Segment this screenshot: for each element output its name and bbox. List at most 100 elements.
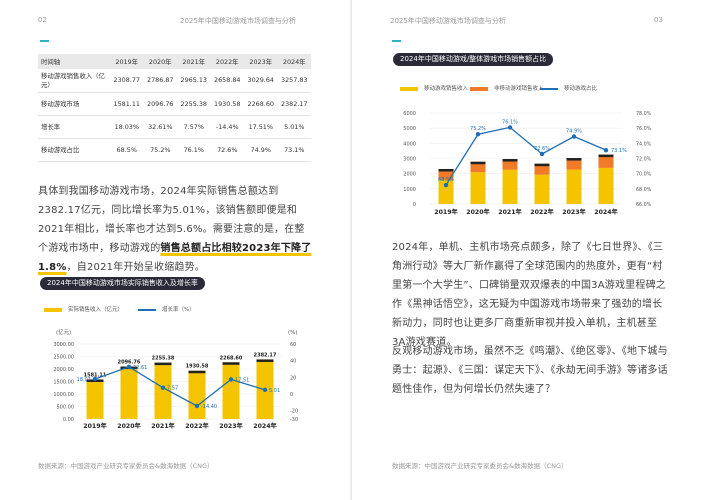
x-tick-label: 2020年 [117, 422, 141, 430]
bar [120, 366, 138, 419]
bar-cap [566, 158, 582, 161]
left-page: 02 2025年中国移动游戏市场调查与分析 时间轴 2019年 2020年 20… [38, 16, 314, 470]
right-page: 2025年中国移动游戏市场调查与分析 03 2024年中国移动游戏/整体游戏市场… [352, 0, 704, 500]
table-cell: 3257.83 [277, 69, 311, 93]
table-cell: 移动游戏销售收入（亿元） [38, 69, 110, 93]
bar-cap [222, 362, 240, 365]
table-cell: -14.4% [210, 115, 244, 139]
table-cell: 18.03% [110, 115, 144, 139]
legend-non-mobile: 非移动游戏销售收入 [470, 84, 544, 92]
paragraph-text: 具体到我国移动游戏市场，2024年实际销售总额达到2382.17亿元，同比增长率… [38, 186, 305, 254]
x-tick-label: 2019年 [434, 208, 458, 216]
chart-title-pill: 2024年中国移动游戏/整体游戏市场销售额占比 [393, 53, 554, 66]
table-cell: 2096.76 [143, 92, 177, 116]
table-cell: 移动游戏占比 [38, 138, 110, 162]
bar [154, 362, 172, 419]
share-line [445, 126, 607, 186]
table-row: 增长率 18.03% 32.61% 7.57% -14.4% 17.51% 5.… [38, 115, 311, 139]
growth-point [194, 403, 200, 409]
bar-non-mobile [470, 161, 486, 173]
growth-value-label: 5.01 [269, 388, 280, 394]
bar-non-mobile [598, 154, 614, 168]
bar-cap [154, 362, 172, 366]
bar-value-label: 2255.38 [152, 356, 175, 362]
growth-point [262, 387, 268, 393]
y-axis-unit: (亿元) [56, 328, 71, 336]
y2-axis-unit: (%) [288, 330, 298, 336]
y-tick-label: 0.00 [63, 417, 74, 423]
y2-tick-label: -20 [290, 409, 298, 415]
table-cell: 移动游戏市场 [38, 92, 110, 116]
bar-value-label: 1930.58 [186, 364, 209, 370]
table-header: 时间轴 [38, 54, 110, 69]
y2-tick-label: 40 [290, 359, 296, 365]
legend-share: 移动游戏占比 [540, 84, 597, 92]
bar-mobile [534, 174, 550, 204]
share-value-label: 68.5% [438, 177, 454, 183]
x-tick-label: 2024年 [253, 422, 277, 430]
growth-value-label: 7.57 [167, 386, 178, 392]
bar [188, 370, 206, 419]
bar-mobile [470, 172, 486, 204]
y-tick-label: 3000 [403, 157, 416, 163]
table-cell: 2268.60 [244, 92, 278, 116]
legend-swatch [470, 86, 488, 91]
market-share-chart: 0 1000 2000 3000 4000 5000 6000 78.0% 76.0% 74.0%… [403, 111, 652, 216]
legend-label: 增长率（%） [162, 307, 195, 313]
legend-label: 移动游戏占比 [564, 86, 598, 92]
y-tick-label: 2500.00 [53, 355, 74, 361]
table-cell: 2786.87 [143, 69, 177, 93]
bar-value-label: 2268.60 [220, 355, 243, 361]
y-tick-label: 3000.00 [53, 342, 74, 348]
bar-cap [598, 154, 614, 158]
y2-tick-label: 60 [290, 342, 296, 348]
bar-mobile [566, 169, 582, 204]
y2-tick-label: 66.0% [636, 202, 652, 208]
data-table: 时间轴 2019年 2020年 2021年 2022年 2023年 2024年 … [38, 54, 311, 162]
table-row: 移动游戏销售收入（亿元） 2308.77 2786.87 2965.13 265… [38, 69, 311, 93]
bar-non-mobile [438, 168, 454, 181]
x-tick-label: 2021年 [498, 208, 522, 216]
bar-mobile [438, 180, 454, 204]
body-paragraph: 具体到我国移动游戏市场，2024年实际销售总额达到2382.17亿元，同比增长率… [38, 182, 314, 277]
bar-non-mobile [534, 163, 550, 175]
growth-value-label: 18.03 [77, 377, 91, 383]
bar-mobile [598, 167, 614, 204]
legend-line: 增长率（%） [138, 305, 195, 313]
bar-mobile [502, 169, 518, 204]
bar-value-label: 1581.11 [84, 372, 107, 378]
bar-value-label: 2382.17 [254, 352, 277, 358]
growth-point [228, 377, 234, 382]
table-row: 移动游戏占比 68.5% 75.2% 76.1% 72.6% 74.9% 73.… [38, 138, 311, 162]
footer-source: 数据来源：中国游戏产业研究专家委员会&数海数据（CNG） [392, 462, 568, 470]
y2-tick-label: 78.0% [636, 111, 652, 117]
table-header: 2023年 [244, 54, 278, 69]
legend-label: 实际销售收入（亿元） [68, 307, 124, 313]
x-tick-label: 2022年 [530, 208, 554, 216]
x-tick-label: 2020年 [466, 208, 490, 216]
share-point [571, 134, 577, 139]
y-tick-label: 5000 [403, 126, 416, 132]
y-tick-label: 2000 [403, 172, 416, 178]
growth-point [126, 364, 132, 370]
table-cell: 1930.58 [210, 92, 244, 116]
share-point [507, 125, 513, 130]
legend-swatch [138, 308, 156, 311]
table-header: 2024年 [277, 54, 311, 69]
x-tick-label: 2022年 [185, 422, 209, 430]
table-cell: 2965.13 [177, 69, 211, 93]
growth-value-label: 32.61 [133, 365, 147, 371]
x-tick-label: 2019年 [83, 422, 107, 430]
share-value-label: 73.1% [611, 148, 627, 154]
y2-tick-label: 70.0% [636, 172, 652, 178]
share-point [475, 132, 481, 137]
y2-tick-label: 74.0% [636, 141, 652, 147]
bar-non-mobile [502, 159, 518, 170]
share-value-label: 72.6% [534, 146, 550, 152]
bar-cap [438, 168, 454, 172]
y2-tick-label: 20 [290, 375, 296, 381]
share-point [603, 147, 609, 153]
y-tick-label: 1500.00 [53, 380, 74, 386]
chart-title-pill: 2024年中国移动游戏市场实际销售收入及增长率 [40, 277, 205, 290]
table-row: 移动游戏市场 1581.11 2096.76 2255.38 1930.58 2… [38, 92, 311, 116]
